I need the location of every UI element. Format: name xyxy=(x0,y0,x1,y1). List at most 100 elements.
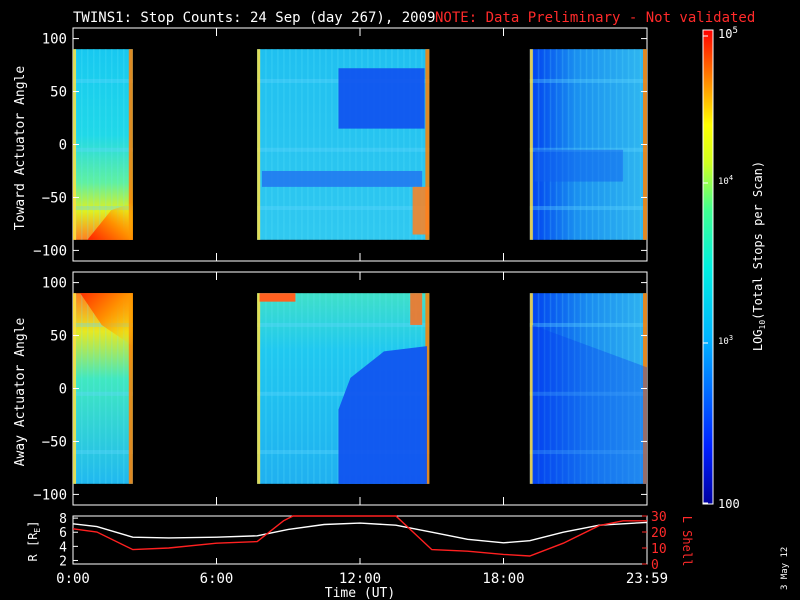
colorbar-tick-1e5: 105 xyxy=(718,26,738,41)
heatmap-streak xyxy=(289,49,291,240)
heatmap-streak xyxy=(313,293,315,484)
heatmap-streak xyxy=(379,49,381,240)
heatmap-streak xyxy=(621,49,624,240)
heatmap-streak xyxy=(597,49,600,240)
heatmap-streak xyxy=(421,49,423,240)
low-region-toward-late xyxy=(534,149,624,182)
l-shell-series-line xyxy=(72,515,647,557)
preliminary-note: NOTE: Data Preliminary - Not validated xyxy=(435,10,755,26)
heatmap-streak xyxy=(373,49,375,240)
heatmap-edge-end xyxy=(425,293,430,484)
away-ylabel: Away Actuator Angle xyxy=(13,317,28,466)
colorbar-label: LOG10(Total Stops per Scan) xyxy=(751,161,767,351)
heatmap-streak xyxy=(561,49,564,240)
heatmap-streak xyxy=(81,293,83,484)
heatmap-streak xyxy=(591,293,594,484)
heatmap-edge-end xyxy=(425,49,430,240)
heatmap-streak xyxy=(301,293,303,484)
heatmap-streak xyxy=(633,293,636,484)
heatmap-streak xyxy=(325,49,327,240)
low-region-away-late xyxy=(532,324,647,484)
low-region-away xyxy=(338,346,427,484)
heatmap-streak xyxy=(603,49,606,240)
heatmap-streak xyxy=(567,293,570,484)
hot-region-toward xyxy=(87,202,133,240)
heatmap-streak xyxy=(627,293,630,484)
heatmap-edge-start xyxy=(257,293,261,484)
heatmap-streak xyxy=(295,49,297,240)
heatmap-streak xyxy=(123,293,125,484)
l-tick-label: 30 xyxy=(651,510,667,525)
y-tick-label: −100 xyxy=(33,487,67,503)
heatmap-streak xyxy=(579,293,582,484)
heatmap-edge-end xyxy=(128,49,133,240)
heatmap-streak xyxy=(409,49,411,240)
heatmap-streak xyxy=(331,49,333,240)
heatmap-band xyxy=(529,78,647,83)
heatmap-band xyxy=(73,391,133,396)
heatmap-streak xyxy=(331,293,333,484)
heatmap-streak xyxy=(99,293,101,484)
time-tick-label: 23:59 xyxy=(626,571,668,587)
time-tick-label: 12:00 xyxy=(339,571,381,587)
heatmap-streak xyxy=(289,293,291,484)
low-region-toward-upper xyxy=(338,68,425,129)
heatmap-streak xyxy=(361,49,363,240)
heatmap-streak xyxy=(301,49,303,240)
time-tick-label: 6:00 xyxy=(200,571,234,587)
heatmap-streak xyxy=(295,293,297,484)
heatmap-streak xyxy=(117,49,119,240)
heatmap-edge-start xyxy=(529,49,533,240)
heatmap-streak xyxy=(325,293,327,484)
low-region-toward-mid xyxy=(261,170,423,187)
heatmap-streak xyxy=(265,293,267,484)
l-tick-label: 0 xyxy=(651,558,659,573)
heatmap-streak xyxy=(105,49,107,240)
heatmap-streak xyxy=(615,293,618,484)
date-stamp: 3 May 12 xyxy=(780,547,790,590)
l-shell-axis-label: L Shell xyxy=(680,516,694,567)
heatmap-streak xyxy=(81,49,83,240)
heatmap-streak xyxy=(573,49,576,240)
orbit-panel-frame xyxy=(72,515,648,565)
y-tick-label: 100 xyxy=(42,276,67,292)
heatmap-streak xyxy=(343,293,345,484)
heatmap-streak xyxy=(573,293,576,484)
heatmap-band xyxy=(257,206,430,211)
heatmap-streak xyxy=(111,49,113,240)
heatmap-streak xyxy=(639,49,642,240)
heatmap-streak xyxy=(319,49,321,240)
heatmap-streak xyxy=(603,293,606,484)
y-tick-label: −50 xyxy=(42,190,67,206)
heatmap-streak xyxy=(615,49,618,240)
heatmap-band xyxy=(257,391,430,396)
heatmap-streak xyxy=(87,293,89,484)
r-tick-label: 2 xyxy=(59,554,67,569)
heatmap-streak xyxy=(283,293,285,484)
heatmap-streak xyxy=(343,49,345,240)
toward-heatmap-panel: 100 50 0 −50 −100 xyxy=(33,27,648,262)
heatmap-streak xyxy=(349,49,351,240)
heatmap-streak xyxy=(537,293,540,484)
heatmap-streak xyxy=(355,49,357,240)
heatmap-streak xyxy=(93,293,95,484)
heatmap-streak xyxy=(277,293,279,484)
heatmap-streak xyxy=(111,293,113,484)
y-tick-label: 0 xyxy=(59,138,67,154)
hot-region-away xyxy=(80,293,133,347)
r-series-line xyxy=(72,521,648,544)
l-tick-label: 20 xyxy=(651,526,667,541)
heatmap-streak xyxy=(639,293,642,484)
heatmap-band xyxy=(529,206,647,211)
colorbar xyxy=(702,29,714,505)
heatmap-streak xyxy=(627,49,630,240)
time-tick-label: 18:00 xyxy=(482,571,524,587)
heatmap-streak xyxy=(271,49,273,240)
heatmap-streak xyxy=(621,293,624,484)
heatmap-streak xyxy=(307,49,309,240)
heatmap-band xyxy=(257,147,430,152)
heatmap-band xyxy=(73,78,133,83)
heatmap-edge-end xyxy=(128,293,133,484)
hot-region-toward-2 xyxy=(412,186,430,235)
